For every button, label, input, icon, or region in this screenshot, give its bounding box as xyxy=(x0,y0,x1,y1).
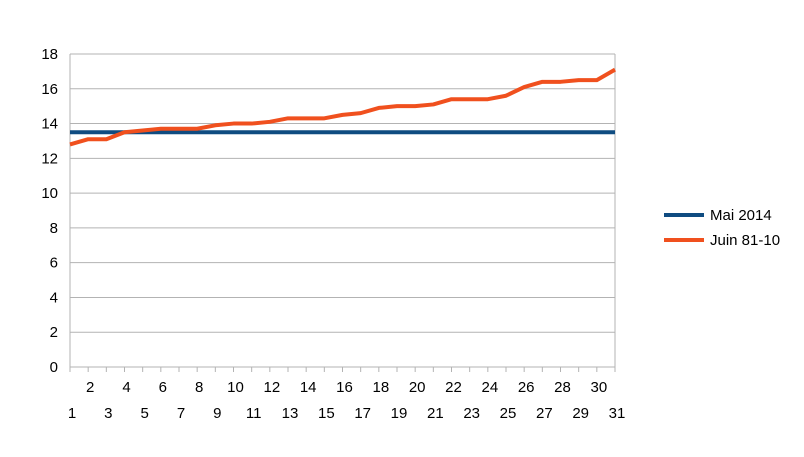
x-tick-label: 2 xyxy=(86,379,94,396)
y-tick-label: 0 xyxy=(50,359,58,376)
series-lines xyxy=(69,67,616,147)
x-tick-labels: 2 4 6 8 10 12 14 16 18 20 22 24 26 28 301 3 5 7 9 11 13 15 17 1… xyxy=(68,379,626,422)
y-tick-label: 4 xyxy=(50,289,58,306)
x-tick-label: 13 xyxy=(282,405,299,422)
grid-lines xyxy=(70,53,615,333)
axes xyxy=(69,54,616,372)
y-tick-label: 14 xyxy=(41,116,58,133)
legend-label: Juin 81-10 xyxy=(710,232,780,249)
x-tick-label: 7 xyxy=(177,405,185,422)
x-tick-label: 9 xyxy=(213,405,221,422)
x-tick-label: 30 xyxy=(590,379,607,396)
x-tick-label: 21 xyxy=(427,405,444,422)
x-tick-label: 11 xyxy=(246,405,262,422)
x-tick-label: 22 xyxy=(445,379,462,396)
x-tick-label: 12 xyxy=(263,379,280,396)
y-tick-label: 12 xyxy=(41,150,58,167)
x-tick-label: 23 xyxy=(463,405,480,422)
y-tick-label: 2 xyxy=(50,324,58,341)
x-tick-label: 3 xyxy=(104,405,112,422)
x-tick-label: 26 xyxy=(518,379,535,396)
x-tick-label: 6 xyxy=(159,379,167,396)
x-tick-label: 10 xyxy=(227,379,244,396)
legend-label: Mai 2014 xyxy=(710,207,772,224)
x-tick-label: 31 xyxy=(609,405,626,422)
y-tick-label: 16 xyxy=(41,81,58,98)
series-line-juin-81-10 xyxy=(69,67,616,147)
legend: Mai 2014 Juin 81-10 xyxy=(664,207,780,249)
x-tick-label: 28 xyxy=(554,379,571,396)
x-tick-label: 25 xyxy=(500,405,517,422)
x-tick-label: 14 xyxy=(300,379,317,396)
x-tick-label: 15 xyxy=(318,405,335,422)
x-tick-label: 1 xyxy=(68,405,76,422)
x-tick-label: 8 xyxy=(195,379,203,396)
x-tick-label: 24 xyxy=(481,379,498,396)
x-tick-label: 27 xyxy=(536,405,553,422)
x-tick-label: 5 xyxy=(140,405,148,422)
x-tick-label: 18 xyxy=(372,379,389,396)
x-tick-label: 20 xyxy=(409,379,426,396)
x-tick-label: 17 xyxy=(354,405,371,422)
x-tick-label: 4 xyxy=(122,379,130,396)
y-tick-label: 6 xyxy=(50,255,58,272)
y-tick-labels: 0 2 4 6 8 10 12 14 16 18 xyxy=(41,46,58,376)
x-tick-label: 29 xyxy=(572,405,589,422)
x-tick-label: 16 xyxy=(336,379,353,396)
y-tick-label: 8 xyxy=(50,220,58,237)
x-tick-label: 19 xyxy=(391,405,408,422)
y-tick-label: 18 xyxy=(41,46,58,63)
y-tick-label: 10 xyxy=(41,185,58,202)
